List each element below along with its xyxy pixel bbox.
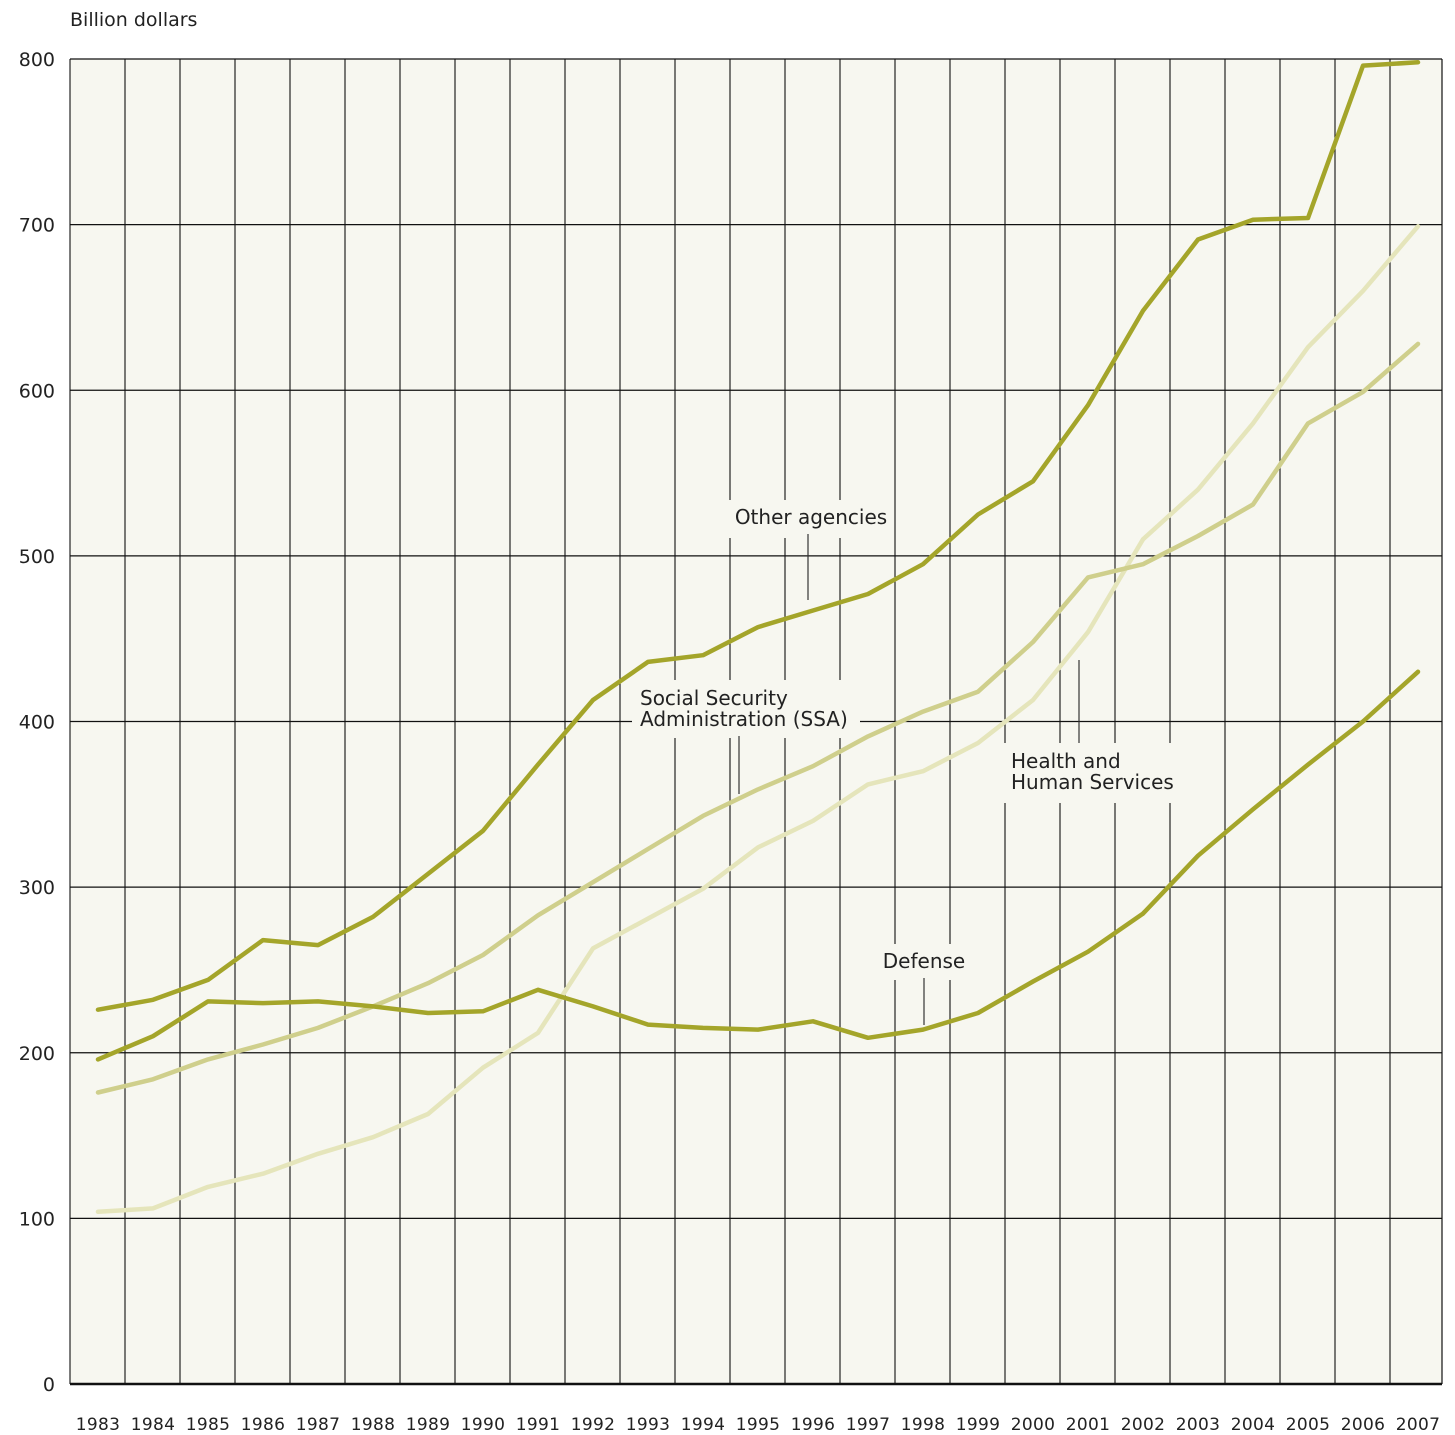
series-annotations: Other agencies Social SecurityAdministrat… bbox=[632, 500, 1185, 1025]
y-tick-label: 0 bbox=[43, 1374, 55, 1396]
x-tick-label: 1989 bbox=[406, 1415, 450, 1435]
x-tick-label: 1991 bbox=[516, 1415, 560, 1435]
annotation-text: Health and bbox=[1011, 749, 1121, 773]
x-tick-label: 1987 bbox=[296, 1415, 340, 1435]
series-lines bbox=[95, 60, 1421, 1215]
annotation-text: Defense bbox=[883, 949, 965, 973]
y-tick-label: 600 bbox=[19, 380, 55, 402]
x-tick-label: 1984 bbox=[131, 1415, 175, 1435]
x-tick-label: 1998 bbox=[901, 1415, 945, 1435]
x-tick-label: 1992 bbox=[571, 1415, 615, 1435]
annotation-text: Other agencies bbox=[735, 505, 887, 529]
annotation-other-agencies: Other agencies bbox=[728, 500, 892, 600]
x-tick-label: 1997 bbox=[846, 1415, 890, 1435]
annotation-background bbox=[728, 500, 892, 538]
y-axis-unit-label: Billion dollars bbox=[70, 9, 197, 31]
x-tick-label: 1988 bbox=[351, 1415, 395, 1435]
x-tick-label: 2005 bbox=[1286, 1415, 1330, 1435]
y-tick-label: 200 bbox=[19, 1043, 55, 1065]
y-tick-label: 300 bbox=[19, 877, 55, 899]
y-tick-labels: 0 100 200 300 400 500 600 700 800 bbox=[19, 49, 55, 1396]
x-tick-labels: 1983 1984 1985 1986 1987 1988 1989 1990 1991 1992… bbox=[76, 1415, 1440, 1435]
x-tick-label: 1986 bbox=[241, 1415, 285, 1435]
x-tick-label: 2006 bbox=[1341, 1415, 1385, 1435]
annotation-background bbox=[632, 680, 860, 738]
x-tick-label: 1996 bbox=[791, 1415, 835, 1435]
x-tick-label: 2003 bbox=[1176, 1415, 1220, 1435]
series-line-defense bbox=[95, 669, 1421, 1062]
x-tick-label: 1994 bbox=[681, 1415, 725, 1435]
x-tick-label: 1993 bbox=[626, 1415, 670, 1435]
annotation-background bbox=[874, 944, 974, 980]
annotation-text: Social Security bbox=[640, 686, 788, 710]
y-tick-label: 700 bbox=[19, 215, 55, 237]
annotation-text: Administration (SSA) bbox=[640, 707, 848, 731]
annotation-background bbox=[1003, 743, 1185, 803]
y-tick-label: 500 bbox=[19, 546, 55, 568]
series-line-social-security-administration-ssa bbox=[95, 341, 1421, 1095]
x-tick-label: 2000 bbox=[1011, 1415, 1055, 1435]
x-tick-label: 1983 bbox=[76, 1415, 120, 1435]
x-tick-label: 1990 bbox=[461, 1415, 505, 1435]
y-tick-label: 800 bbox=[19, 49, 55, 71]
x-tick-label: 2004 bbox=[1231, 1415, 1275, 1435]
x-tick-label: 2002 bbox=[1121, 1415, 1165, 1435]
y-tick-label: 100 bbox=[19, 1208, 55, 1230]
annotation-text: Human Services bbox=[1011, 770, 1174, 794]
y-tick-label: 400 bbox=[19, 712, 55, 734]
series-line-health-and-human-services bbox=[95, 224, 1421, 1215]
x-tick-label: 2001 bbox=[1066, 1415, 1110, 1435]
x-tick-label: 1999 bbox=[956, 1415, 1000, 1435]
annotation-defense: Defense bbox=[874, 944, 974, 1025]
x-tick-label: 1995 bbox=[736, 1415, 780, 1435]
x-tick-label: 1985 bbox=[186, 1415, 230, 1435]
series-line-other-agencies bbox=[95, 60, 1421, 1012]
x-tick-label: 2007 bbox=[1396, 1415, 1440, 1435]
horizontal-gridlines bbox=[70, 58, 1442, 1219]
